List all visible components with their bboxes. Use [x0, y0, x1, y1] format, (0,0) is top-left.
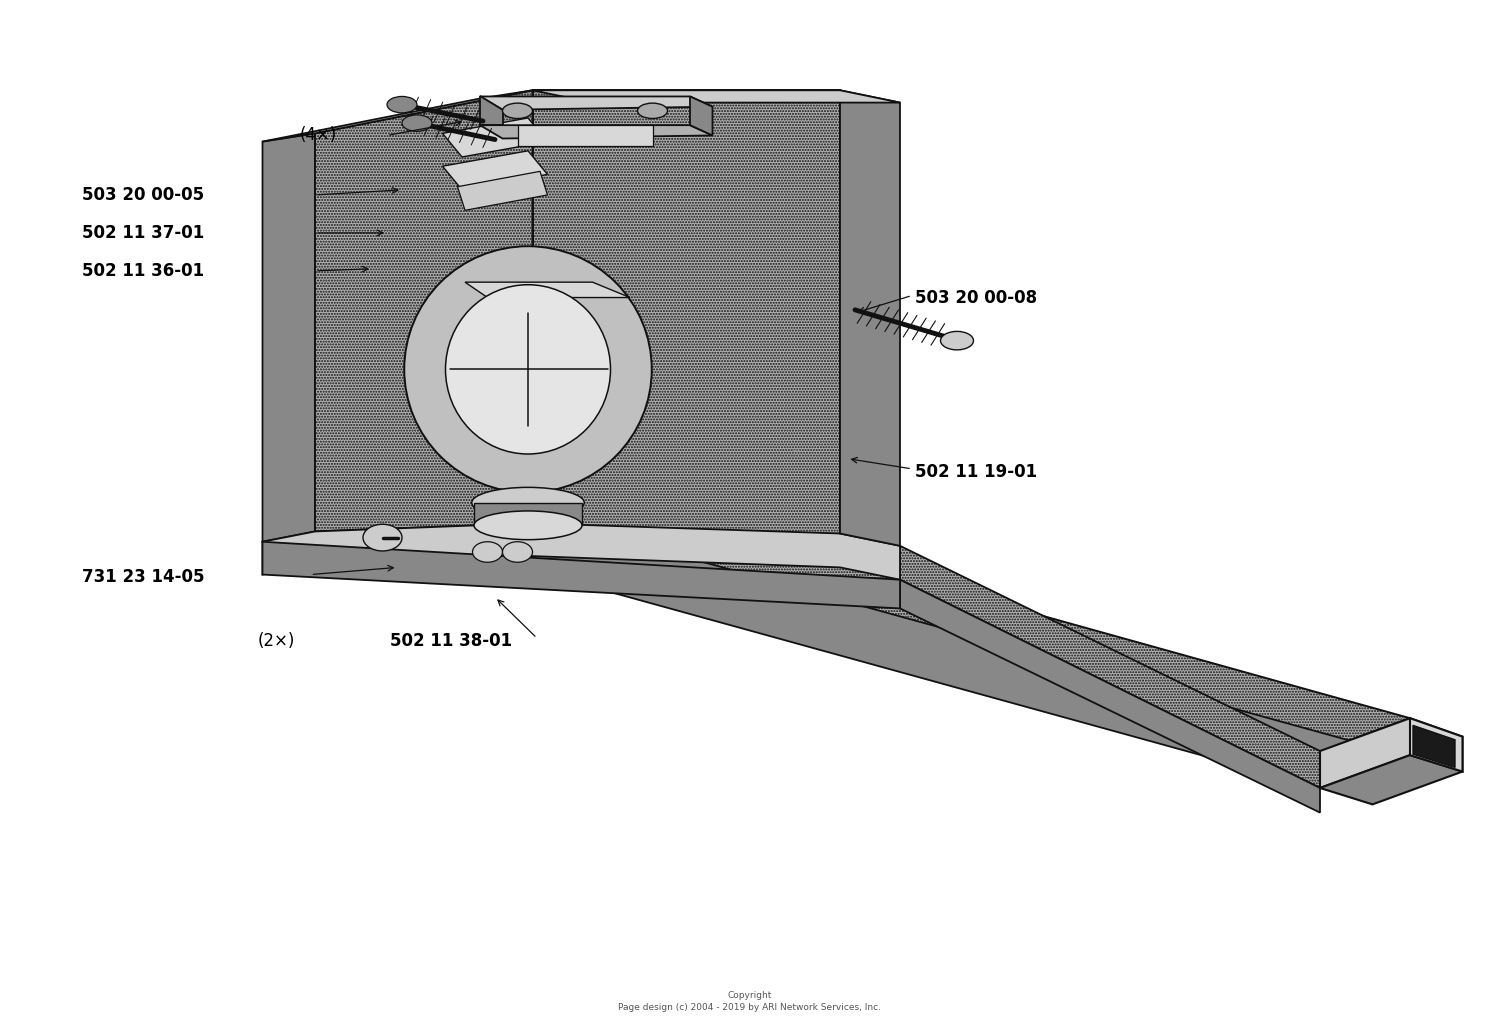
- Ellipse shape: [402, 115, 432, 131]
- Polygon shape: [503, 490, 1410, 751]
- Polygon shape: [1410, 718, 1462, 772]
- Polygon shape: [1320, 755, 1462, 804]
- Polygon shape: [532, 90, 900, 103]
- Ellipse shape: [405, 246, 651, 492]
- Polygon shape: [465, 282, 630, 298]
- Polygon shape: [442, 118, 548, 157]
- Polygon shape: [532, 90, 840, 534]
- Polygon shape: [442, 151, 548, 190]
- Circle shape: [363, 524, 402, 551]
- Polygon shape: [503, 490, 592, 562]
- Polygon shape: [1413, 725, 1455, 767]
- Polygon shape: [518, 125, 652, 146]
- Ellipse shape: [446, 285, 610, 453]
- Polygon shape: [262, 90, 532, 142]
- Polygon shape: [315, 90, 532, 531]
- Polygon shape: [840, 90, 900, 546]
- Polygon shape: [480, 96, 502, 125]
- Ellipse shape: [638, 103, 668, 119]
- Circle shape: [472, 542, 502, 562]
- Polygon shape: [262, 542, 900, 608]
- Ellipse shape: [387, 96, 417, 113]
- Text: ™: ™: [792, 448, 801, 459]
- Polygon shape: [480, 96, 712, 110]
- Ellipse shape: [503, 103, 532, 119]
- Polygon shape: [480, 125, 712, 139]
- Ellipse shape: [940, 331, 974, 350]
- Polygon shape: [503, 531, 1410, 788]
- Polygon shape: [458, 171, 548, 210]
- Text: 503 20 00-05: 503 20 00-05: [82, 186, 204, 204]
- Polygon shape: [262, 523, 900, 580]
- Text: 731 23 14-05: 731 23 14-05: [82, 567, 206, 586]
- Text: 502 11 37-01: 502 11 37-01: [82, 224, 204, 242]
- Polygon shape: [900, 580, 1320, 813]
- Text: 502 11 38-01: 502 11 38-01: [390, 632, 512, 650]
- Text: Page design (c) 2004 - 2019 by ARI Network Services, Inc.: Page design (c) 2004 - 2019 by ARI Netwo…: [618, 1003, 882, 1012]
- Text: 502 11 19-01: 502 11 19-01: [915, 463, 1036, 481]
- Ellipse shape: [471, 487, 585, 518]
- Ellipse shape: [474, 511, 582, 540]
- Polygon shape: [474, 503, 582, 525]
- Text: (2×): (2×): [258, 632, 296, 650]
- Polygon shape: [690, 96, 712, 135]
- Polygon shape: [900, 546, 1320, 788]
- Text: 502 11 36-01: 502 11 36-01: [82, 262, 204, 280]
- Text: (4×): (4×): [300, 126, 338, 145]
- Polygon shape: [1320, 718, 1462, 788]
- Text: 503 20 00-08: 503 20 00-08: [915, 288, 1036, 307]
- Text: Copyright: Copyright: [728, 991, 772, 999]
- Polygon shape: [262, 133, 315, 542]
- Circle shape: [503, 542, 532, 562]
